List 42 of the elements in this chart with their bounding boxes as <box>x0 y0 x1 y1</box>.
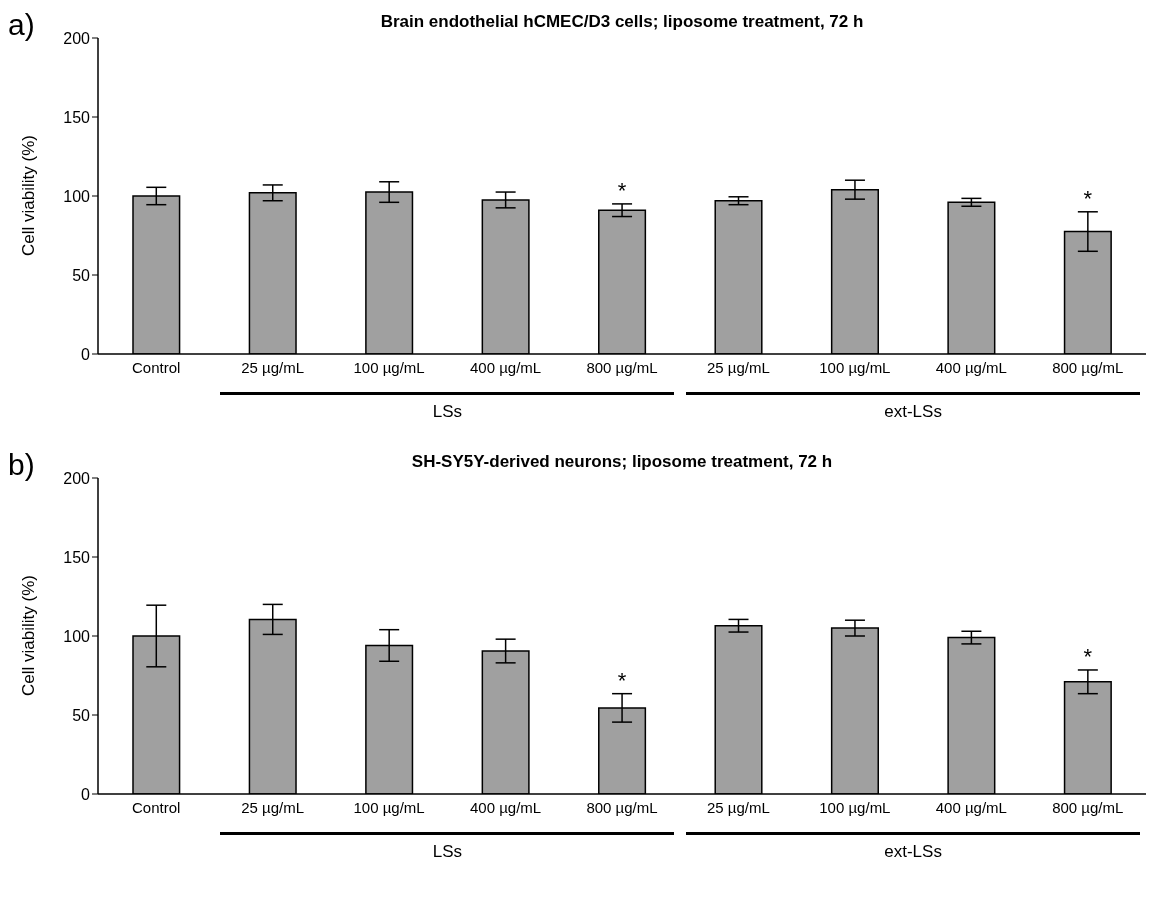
text: b) <box>8 448 35 482</box>
text: LSs <box>431 402 463 422</box>
x-tick-label: 400 µg/mL <box>935 798 1007 816</box>
y-tick-label: 50 <box>72 266 91 284</box>
x-tick-label: 25 µg/mL <box>707 798 770 816</box>
y-tick-label: 200 <box>63 469 91 487</box>
x-tick-label: 800 µg/mL <box>586 798 658 816</box>
y-tick-label: 100 <box>63 627 91 645</box>
x-tick-label: 100 µg/mL <box>353 358 425 376</box>
data-label: * <box>617 667 627 693</box>
x-tick-label: 100 µg/mL <box>819 798 891 816</box>
data-label: * <box>617 177 627 203</box>
data-label: * <box>1083 643 1093 669</box>
x-tick-label: 800 µg/mL <box>586 358 658 376</box>
y-tick-label: 150 <box>63 548 91 566</box>
x-tick-label: 400 µg/mL <box>935 358 1007 376</box>
x-tick-label: 800 µg/mL <box>1052 798 1124 816</box>
x-tick-label: Control <box>132 798 181 816</box>
x-tick-label: 400 µg/mL <box>469 358 542 376</box>
x-tick-label: 25 µg/mL <box>241 358 305 376</box>
y-axis-title: Cell viability (%) <box>19 575 39 696</box>
text: ext-LSs <box>883 402 943 422</box>
x-tick-label: Control <box>132 358 181 376</box>
x-tick-label: 25 µg/mL <box>707 358 770 376</box>
x-tick-label: 800 µg/mL <box>1052 358 1124 376</box>
x-tick-label: 100 µg/mL <box>819 358 891 376</box>
x-tick-label: 400 µg/mL <box>469 798 542 816</box>
y-tick-label: 0 <box>81 345 91 363</box>
chart-title: Brain endothelial hCMEC/D3 cells; liposome treatment, 72 h <box>379 12 865 32</box>
text: a) <box>8 8 35 42</box>
y-tick-label: 100 <box>63 187 91 205</box>
text: LSs <box>431 842 463 862</box>
text: ext-LSs <box>883 842 943 862</box>
y-tick-label: 200 <box>63 29 91 47</box>
x-tick-label: 25 µg/mL <box>241 798 305 816</box>
y-axis-title: Cell viability (%) <box>19 135 39 256</box>
y-tick-label: 50 <box>72 706 91 724</box>
y-tick-label: 150 <box>63 108 91 126</box>
chart-title: SH-SY5Y-derived neurons; liposome treatment, 72 h <box>410 452 834 472</box>
y-tick-label: 0 <box>81 785 91 803</box>
x-tick-label: 100 µg/mL <box>353 798 425 816</box>
data-label: * <box>1083 185 1093 211</box>
